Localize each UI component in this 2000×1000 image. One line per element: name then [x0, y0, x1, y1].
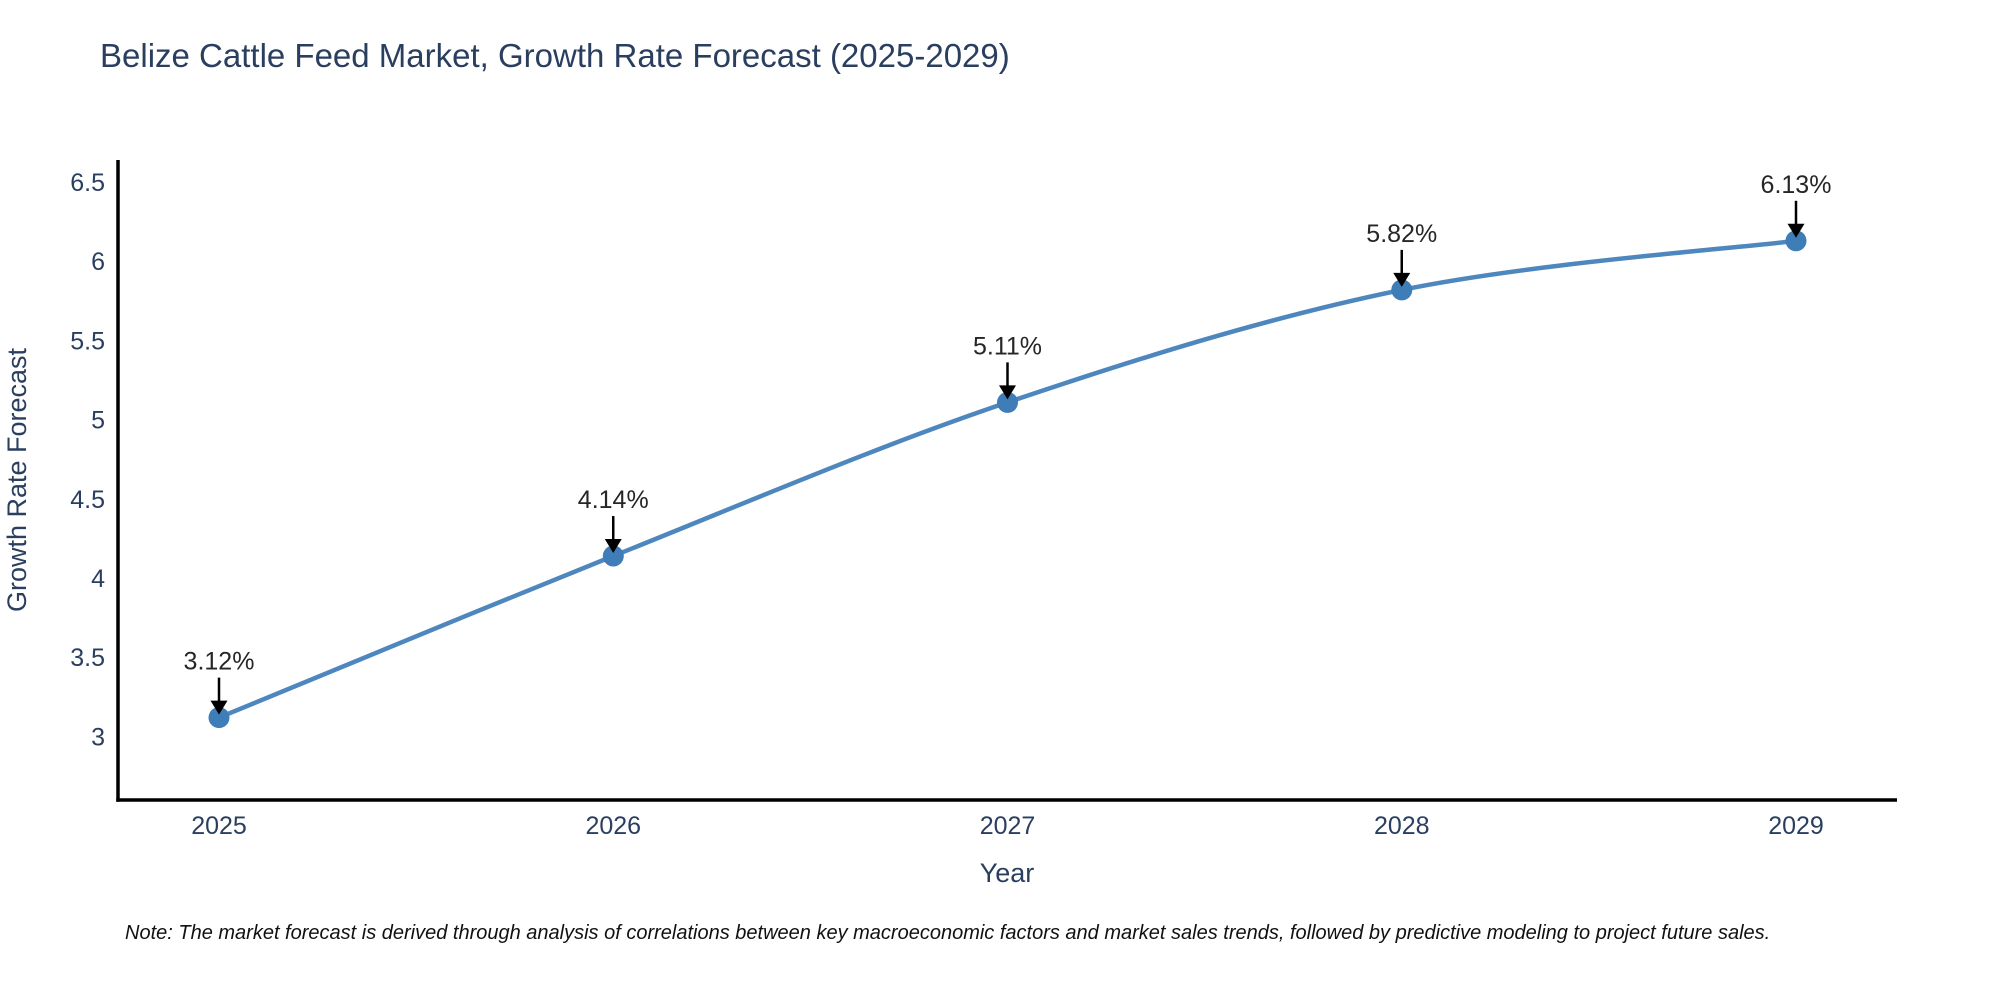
- tick-labels-group: 3 3.5 4 4.5 5 5.5 6 6.5 2025 2026 2027 2028 2029: [70, 169, 1824, 840]
- y-axis-title: Growth Rate Forecast: [2, 347, 32, 612]
- chart-svg: 3 3.5 4 4.5 5 5.5 6 6.5 2025 2026 2027 2028 2029 3.1…: [2, 160, 1897, 888]
- x-tick-label: 2028: [1374, 812, 1430, 840]
- data-point-marker: [997, 391, 1018, 413]
- y-tick-label: 6.5: [70, 169, 105, 197]
- y-tick-label: 4.5: [70, 486, 105, 514]
- y-tick-label: 5.5: [70, 327, 105, 355]
- annotation-arrowhead: [1787, 223, 1805, 238]
- annotation-arrowhead: [1393, 272, 1411, 287]
- x-tick-label: 2025: [191, 812, 247, 840]
- y-tick-label: 3.5: [70, 644, 105, 672]
- data-point-marker: [1391, 279, 1413, 301]
- y-tick-label: 3: [91, 723, 105, 751]
- annotations-group: 3.12% 4.14% 5.11% 5.82% 6.13%: [184, 171, 1832, 715]
- annotation-label: 5.82%: [1366, 220, 1437, 248]
- y-tick-label: 4: [91, 565, 105, 593]
- chart-title: Belize Cattle Feed Market, Growth Rate F…: [100, 37, 1010, 74]
- annotation-label: 5.11%: [973, 332, 1042, 360]
- annotation-label: 4.14%: [578, 486, 649, 514]
- trend-line: [218, 238, 1797, 720]
- series-group: [208, 230, 1807, 729]
- y-tick-label: 6: [91, 248, 105, 276]
- x-tick-label: 2027: [980, 812, 1036, 840]
- y-tick-label: 5: [91, 407, 105, 435]
- note-text: Note: The market forecast is derived thr…: [125, 922, 1771, 944]
- annotation-arrowhead: [210, 700, 228, 715]
- annotation-arrowhead: [999, 385, 1016, 400]
- x-axis-title: Year: [980, 858, 1035, 888]
- x-tick-label: 2029: [1768, 812, 1824, 840]
- annotation-label: 3.12%: [184, 648, 255, 676]
- data-point-marker: [602, 545, 624, 567]
- data-point-marker: [1785, 230, 1807, 252]
- data-point-marker: [208, 707, 230, 729]
- annotation-arrowhead: [604, 539, 622, 554]
- x-tick-label: 2026: [585, 812, 641, 840]
- annotation-label: 6.13%: [1761, 171, 1832, 199]
- axes-group: [116, 160, 1897, 802]
